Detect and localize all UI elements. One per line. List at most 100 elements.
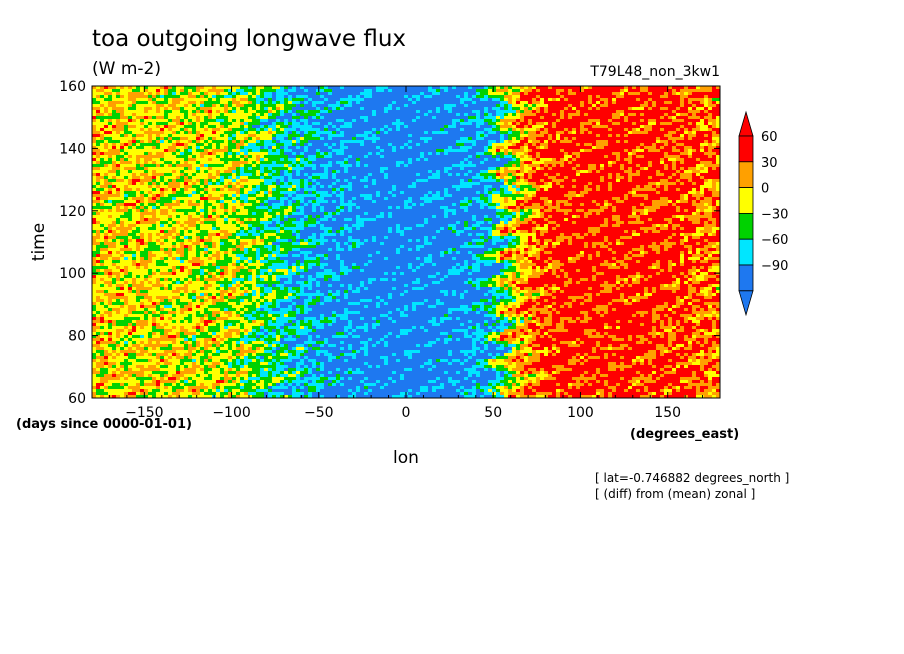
heatmap-cell [340,269,353,273]
heatmap-cell [524,176,529,180]
heatmap-cell [352,155,365,159]
heatmap-cell [252,185,257,189]
heatmap-cell [116,119,121,123]
heatmap-cell [156,182,161,186]
heatmap-cell [716,155,721,159]
heatmap-cell [456,224,465,228]
heatmap-cell [612,164,621,168]
heatmap-cell [148,116,153,120]
heatmap-cell [536,113,553,117]
heatmap-cell [96,137,101,141]
heatmap-cell [328,248,333,252]
heatmap-cell [508,122,513,126]
heatmap-cell [236,143,245,147]
heatmap-cell [648,251,657,255]
heatmap-cell [520,191,537,195]
heatmap-cell [340,146,349,150]
heatmap-cell [172,179,177,183]
heatmap-cell [580,143,585,147]
heatmap-cell [648,164,653,168]
heatmap-cell [288,167,293,171]
heatmap-cell [580,155,605,159]
heatmap-cell [220,233,225,237]
heatmap-cell [696,188,701,192]
heatmap-cell [520,215,529,219]
heatmap-cell [620,218,637,222]
heatmap-cell [696,167,701,171]
heatmap-cell [284,95,289,99]
heatmap-cell [688,122,693,126]
heatmap-cell [176,122,181,126]
heatmap-cell [348,155,353,159]
heatmap-cell [104,146,109,150]
heatmap-cell [536,143,541,147]
heatmap-cell [96,143,101,147]
heatmap-cell [708,128,713,132]
heatmap-cell [300,152,305,156]
heatmap-cell [520,224,537,228]
heatmap-cell [508,137,513,141]
heatmap-cell [200,203,205,207]
heatmap-cell [564,269,577,273]
heatmap-cell [348,230,353,234]
heatmap-cell [540,128,545,132]
heatmap-cell [388,89,393,93]
heatmap-cell [544,101,581,105]
heatmap-cell [120,152,125,156]
heatmap-cell [152,269,157,273]
heatmap-cell [456,227,465,231]
heatmap-cell [172,143,177,147]
heatmap-cell [348,206,353,210]
heatmap-cell [284,131,289,135]
heatmap-cell [344,170,349,174]
heatmap-cell [320,149,333,153]
heatmap-cell [228,149,233,153]
heatmap-cell [144,242,149,246]
heatmap-cell [96,110,101,114]
heatmap-cell [256,173,261,177]
heatmap-cell [680,95,689,99]
heatmap-cell [300,251,313,255]
heatmap-cell [556,140,561,144]
heatmap-cell [256,101,261,105]
heatmap-cell [268,98,273,102]
heatmap-cell [368,254,373,258]
heatmap-cell [656,266,661,270]
heatmap-cell [336,206,341,210]
heatmap-cell [136,239,145,243]
heatmap-cell [140,140,145,144]
heatmap-cell [564,161,569,165]
heatmap-cell [100,110,105,114]
heatmap-cell [256,86,265,90]
heatmap-cell [136,107,145,111]
heatmap-cell [644,197,649,201]
heatmap-cell [548,188,585,192]
heatmap-cell [704,164,721,168]
heatmap-cell [168,188,173,192]
heatmap-cell [280,236,297,240]
heatmap-cell [528,194,533,198]
heatmap-cell [532,185,541,189]
heatmap-cell [532,248,541,252]
heatmap-cell [632,152,637,156]
heatmap-cell [540,188,545,192]
heatmap-cell [552,86,581,90]
heatmap-cell [136,206,141,210]
heatmap-cell [516,221,529,225]
heatmap-cell [692,245,705,249]
heatmap-cell [132,206,137,210]
heatmap-cell [308,200,313,204]
heatmap-cell [624,194,629,198]
heatmap-cell [536,221,549,225]
heatmap-cell [300,182,305,186]
heatmap-cell [636,218,641,222]
heatmap-cell [288,260,297,264]
heatmap-cell [96,185,101,189]
heatmap-cell [232,134,237,138]
heatmap-cell [292,221,305,225]
heatmap-cell [384,170,429,174]
heatmap-cell [412,158,417,162]
heatmap-cell [104,272,109,276]
heatmap-cell [300,254,305,258]
heatmap-cell [96,119,101,123]
